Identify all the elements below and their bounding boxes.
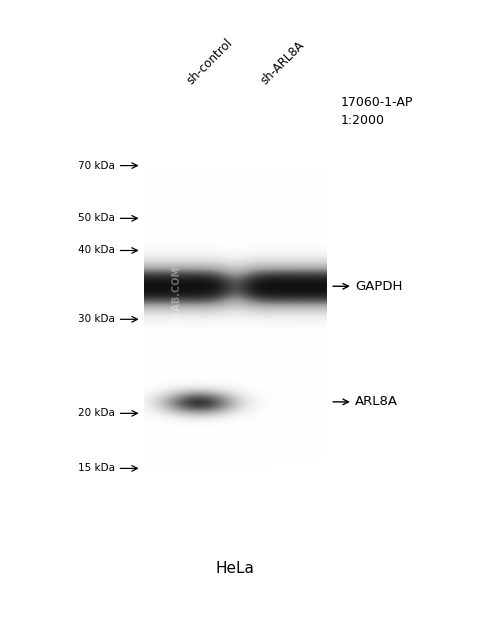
- Text: 15 kDa: 15 kDa: [78, 463, 115, 474]
- Text: 70 kDa: 70 kDa: [78, 161, 115, 171]
- Text: 30 kDa: 30 kDa: [78, 314, 115, 324]
- Text: HeLa: HeLa: [216, 561, 254, 576]
- Text: 50 kDa: 50 kDa: [78, 213, 115, 223]
- Text: GAPDH: GAPDH: [355, 280, 403, 293]
- Text: sh-ARL8A: sh-ARL8A: [259, 38, 308, 87]
- Text: WWW.PTGLAB.COM: WWW.PTGLAB.COM: [172, 266, 182, 373]
- Text: ARL8A: ARL8A: [355, 396, 398, 409]
- Text: 17060-1-AP
1:2000: 17060-1-AP 1:2000: [341, 96, 413, 127]
- Text: sh-control: sh-control: [184, 36, 235, 87]
- Text: 40 kDa: 40 kDa: [78, 246, 115, 255]
- Text: 20 kDa: 20 kDa: [78, 409, 115, 419]
